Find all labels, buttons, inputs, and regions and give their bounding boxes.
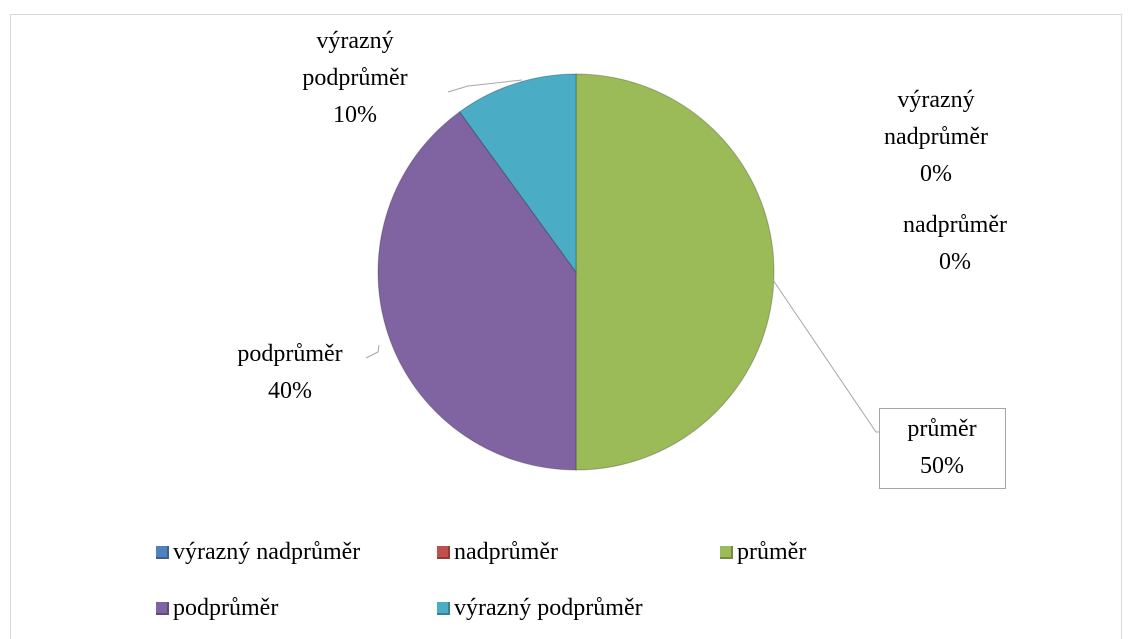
pie-slice xyxy=(575,73,775,471)
legend-label: nadprůměr xyxy=(454,538,558,565)
data-label: nadprůměr 0% xyxy=(875,207,1035,281)
legend-item: nadprůměr xyxy=(437,537,558,567)
data-label: podprůměr 40% xyxy=(205,336,375,410)
pie-slice xyxy=(377,111,577,471)
data-label-name: nadprůměr xyxy=(903,212,1007,238)
data-label-name: výrazný podprůměr xyxy=(302,28,408,91)
leader-line xyxy=(365,344,380,359)
legend-item: průměr xyxy=(720,537,806,567)
legend-label: podprůměr xyxy=(173,594,279,621)
legend-marker xyxy=(156,545,169,559)
pie-slice xyxy=(458,73,577,274)
legend-label: průměr xyxy=(737,538,807,565)
legend-label: výrazný nadprůměr xyxy=(173,538,361,565)
legend-marker xyxy=(156,601,169,615)
data-label-value: 40% xyxy=(268,378,312,404)
data-label: výrazný nadprůměr 0% xyxy=(856,82,1016,193)
data-label-value: 10% xyxy=(333,102,377,128)
data-label-name: podprůměr xyxy=(237,341,343,367)
data-label: výrazný podprůměr 10% xyxy=(275,23,435,134)
data-label-name: výrazný nadprůměr xyxy=(884,87,988,150)
legend-marker xyxy=(437,601,450,615)
legend-marker xyxy=(437,545,450,559)
legend-item: výrazný nadprůměr xyxy=(156,537,360,567)
data-label-value: 0% xyxy=(939,249,971,275)
label-box xyxy=(879,408,1006,489)
data-label: průměr 50% xyxy=(872,411,1012,485)
leader-line xyxy=(772,279,888,433)
data-label-name: průměr xyxy=(907,416,977,442)
chart-frame xyxy=(10,14,1122,639)
leader-line xyxy=(447,79,523,93)
legend-item: podprůměr xyxy=(156,593,278,623)
data-label-value: 0% xyxy=(920,161,952,187)
legend-marker xyxy=(720,545,733,559)
legend-item: výrazný podprůměr xyxy=(437,593,643,623)
legend-label: výrazný podprůměr xyxy=(454,594,643,621)
data-label-value: 50% xyxy=(920,453,964,479)
